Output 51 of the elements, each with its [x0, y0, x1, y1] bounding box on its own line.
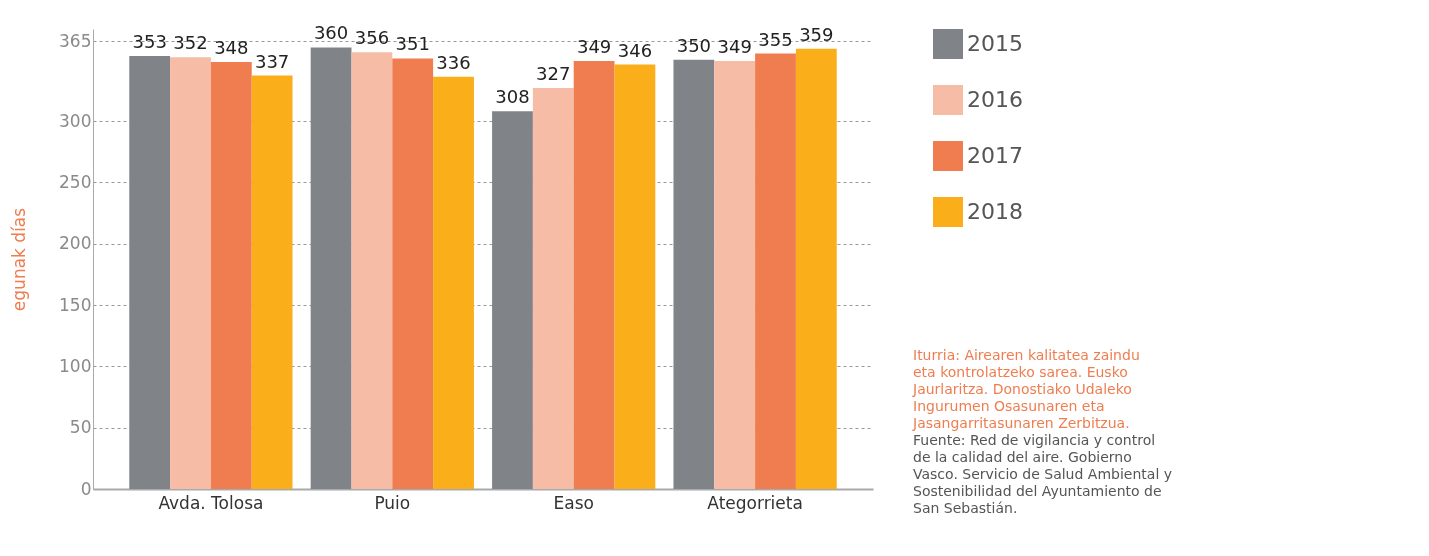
data-label: 352: [173, 32, 208, 54]
bar: [614, 64, 656, 489]
data-label: 360: [313, 22, 349, 44]
bar: [310, 47, 352, 489]
data-label: 308: [495, 86, 530, 108]
y-tick-label: 250: [59, 171, 92, 192]
data-label: 348: [214, 37, 249, 59]
x-tick-label: Ategorrieta: [707, 492, 803, 513]
legend-label: 2018: [967, 199, 1023, 224]
bar: [492, 111, 533, 489]
y-tick-label: 50: [69, 417, 92, 438]
data-label: 349: [576, 35, 612, 57]
y-tick-label: 200: [59, 233, 92, 254]
bar: [210, 62, 252, 489]
bar: [170, 57, 211, 489]
x-tick-label: Easo: [553, 492, 594, 513]
data-label: 355: [758, 28, 793, 50]
bar: [573, 60, 615, 489]
bar: [392, 58, 434, 489]
bar: [673, 59, 715, 489]
bar: [433, 76, 474, 489]
y-tick-label: 0: [80, 478, 92, 499]
bar: [532, 87, 574, 489]
bar: [251, 75, 293, 489]
x-tick-label: Puio: [374, 492, 411, 513]
legend-label: 2016: [967, 87, 1023, 112]
data-label: 336: [436, 51, 471, 73]
data-label: 327: [536, 62, 571, 84]
x-tick-label: Avda. Tolosa: [158, 492, 264, 513]
bar: [755, 53, 796, 489]
data-label: 351: [395, 33, 430, 55]
data-label: 350: [676, 34, 712, 56]
legend-label: 2017: [967, 143, 1023, 168]
y-axis-title: egunak días: [9, 207, 30, 312]
data-label: 337: [254, 50, 290, 72]
bar: [351, 52, 393, 489]
data-label: 356: [354, 27, 390, 49]
data-label: 359: [799, 23, 834, 45]
data-label: 349: [717, 35, 752, 57]
data-label: 346: [617, 39, 653, 61]
legend-label: 2015: [967, 31, 1023, 56]
bar: [129, 55, 171, 489]
bar: [714, 60, 756, 489]
y-tick-label: 100: [59, 355, 92, 376]
y-tick-label: 150: [59, 294, 92, 315]
bar: [795, 48, 837, 489]
data-label: 353: [132, 30, 167, 52]
y-tick-label: 365: [59, 30, 92, 51]
source-note: Fuente: Red de vigilancia y control de la calidad del aire. Gobierno Vasco. Servicio de Salud Ambiental y Sostenibilidad del Ayuntamiento de San Sebastián.: [913, 432, 1172, 516]
y-tick-label: 300: [59, 110, 92, 131]
text: Iturria: Airearen kalitatea zaindu eta kontrolatzeko sarea. Eusko Jaurlaritza. Donostiako Udaleko Ingurumen Osasunaren eta Jasangarritasunaren Zerbitzua.: [912, 347, 1140, 431]
